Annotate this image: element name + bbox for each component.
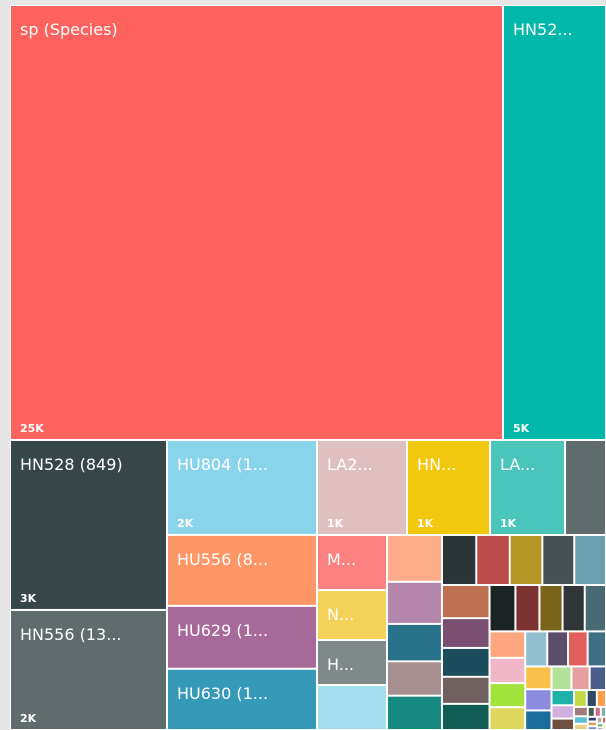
tile <box>543 535 574 584</box>
tile <box>490 585 515 631</box>
value-label: 1K <box>500 517 517 530</box>
tile <box>552 706 574 718</box>
tile <box>588 632 605 666</box>
value-label: 2K <box>177 517 194 530</box>
tile <box>442 585 489 618</box>
tile <box>572 667 589 690</box>
tile <box>442 535 476 584</box>
tile <box>317 591 386 640</box>
tile-label: HN52... <box>513 20 573 39</box>
tile-label: HU629 (1... <box>177 621 268 640</box>
tile <box>552 667 571 690</box>
tile <box>11 441 166 609</box>
tile <box>490 658 525 683</box>
tile <box>516 585 539 631</box>
tile-label: HU804 (1... <box>177 455 268 474</box>
tile <box>588 707 594 716</box>
tile <box>540 585 562 631</box>
tile <box>526 711 551 729</box>
tile <box>552 691 574 705</box>
tile-label: HU556 (8... <box>177 550 268 569</box>
tile <box>565 441 605 534</box>
tile <box>167 535 316 605</box>
tile-label: HN... <box>417 455 456 474</box>
value-label: 2K <box>20 712 37 725</box>
tile <box>548 632 568 666</box>
tile <box>526 690 551 710</box>
tile <box>11 610 166 729</box>
tile <box>317 641 386 685</box>
tile-label: M... <box>327 550 356 569</box>
tile <box>11 6 503 439</box>
tile-label: LA2... <box>327 455 373 474</box>
tile <box>387 624 441 661</box>
tile <box>526 632 547 666</box>
tile <box>317 686 386 729</box>
tile <box>588 717 596 721</box>
tile <box>569 632 587 666</box>
tile <box>387 535 441 581</box>
tile <box>597 728 603 729</box>
tile <box>504 6 605 439</box>
tile-label: LA... <box>500 455 535 474</box>
tile-label: H... <box>327 655 354 674</box>
tile <box>575 707 587 716</box>
tile <box>167 441 316 534</box>
tile <box>604 724 605 729</box>
value-label: 25K <box>20 422 44 435</box>
tile <box>387 582 441 623</box>
tile <box>442 704 489 729</box>
tile <box>597 717 602 723</box>
tile <box>442 619 489 647</box>
tile <box>408 441 490 534</box>
tile <box>317 535 386 590</box>
tile-label: sp (Species) <box>20 20 118 39</box>
value-label: 5K <box>513 422 530 435</box>
tile <box>590 667 605 690</box>
tile <box>575 717 587 723</box>
tile <box>587 691 596 706</box>
tile <box>603 717 605 723</box>
tile <box>510 535 542 584</box>
tile <box>552 719 574 729</box>
tile <box>563 585 584 631</box>
tile <box>575 535 605 584</box>
tile <box>526 667 551 689</box>
tile-label: N... <box>327 605 354 624</box>
tile <box>595 707 600 716</box>
tile <box>597 691 605 706</box>
tile <box>585 585 605 631</box>
tile <box>387 696 441 729</box>
tile <box>597 724 603 727</box>
value-label: 1K <box>327 517 344 530</box>
tile <box>317 441 407 534</box>
tile <box>167 606 316 668</box>
tile <box>490 684 525 707</box>
tile <box>588 722 596 726</box>
tile-label: HN556 (13... <box>20 625 121 644</box>
tile <box>442 677 489 703</box>
tile <box>491 441 564 534</box>
tile <box>601 707 605 716</box>
tile <box>490 708 525 729</box>
value-label: 1K <box>417 517 434 530</box>
tile <box>575 691 586 706</box>
tile <box>575 724 587 729</box>
tile <box>442 648 489 676</box>
tile-label: HU630 (1... <box>177 684 268 703</box>
value-label: 3K <box>20 592 37 605</box>
tile <box>490 632 525 657</box>
tile-label: HN528 (849) <box>20 455 123 474</box>
tile <box>588 727 596 729</box>
tile <box>387 662 441 695</box>
tile <box>477 535 509 584</box>
tile <box>167 669 316 729</box>
